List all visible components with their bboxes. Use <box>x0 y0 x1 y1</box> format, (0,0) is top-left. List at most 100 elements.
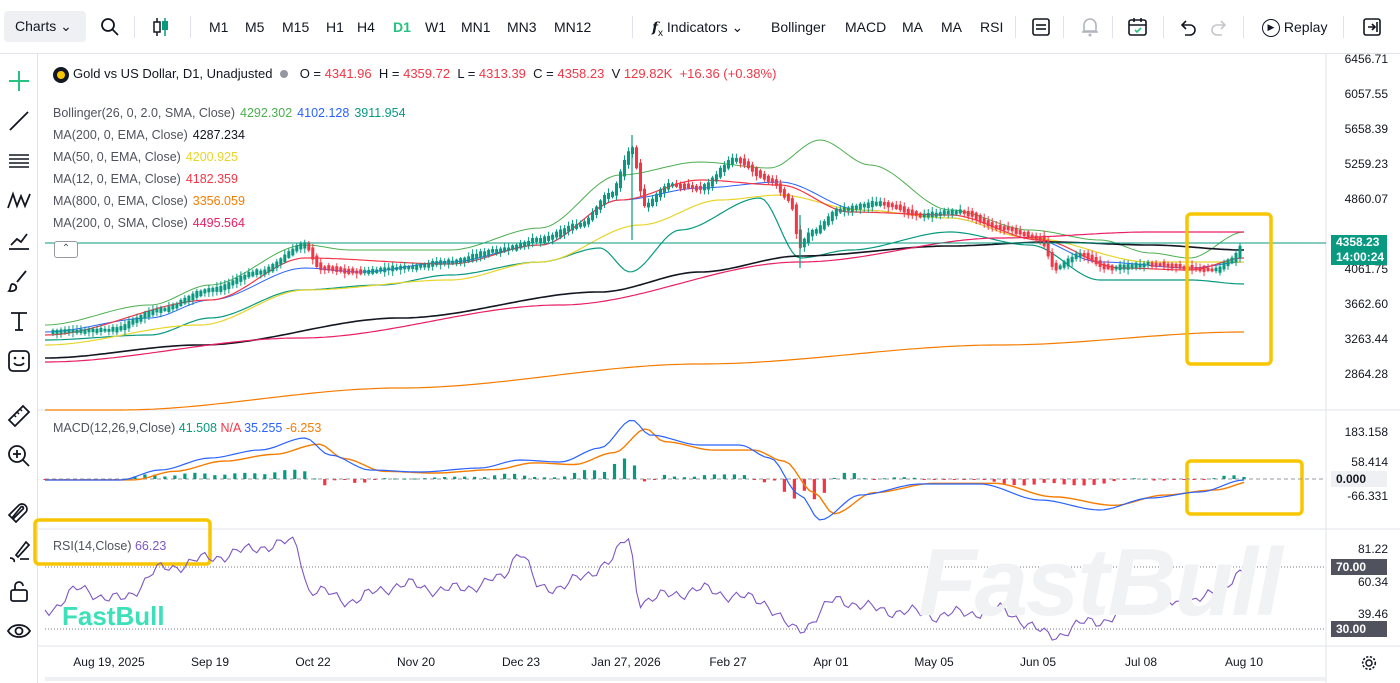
highlight-box-price <box>1185 212 1273 366</box>
macd-histogram-bar <box>782 479 786 492</box>
macd-zero-tag: 0.000 <box>1331 471 1387 487</box>
horizontal-lines-icon[interactable] <box>6 148 32 174</box>
macd-histogram-bar <box>922 479 926 480</box>
indicator-legend-row[interactable]: MA(50, 0, EMA, Close) 4200.925 <box>53 149 238 165</box>
candle-body <box>718 167 722 178</box>
macd-histogram-bar <box>1182 479 1186 480</box>
settings-gear-icon[interactable] <box>1361 655 1377 671</box>
timeframe-mn1[interactable]: MN1 <box>461 19 491 35</box>
candle-body <box>874 201 878 206</box>
brush-icon[interactable] <box>6 268 32 294</box>
candle-body <box>483 251 487 257</box>
forecast-icon[interactable] <box>6 228 32 254</box>
candle-body <box>902 206 906 213</box>
redo-icon[interactable] <box>1209 17 1229 37</box>
candle-body <box>419 264 423 268</box>
candle-body <box>95 328 99 334</box>
ruler-icon[interactable] <box>6 403 32 429</box>
charts-menu-button[interactable]: Charts ⌄ <box>4 11 86 42</box>
candle-body <box>103 328 107 332</box>
macd-histogram-bar <box>792 479 796 499</box>
rsi-axis-label: 39.46 <box>1357 607 1388 621</box>
timeframe-m15[interactable]: M15 <box>282 19 310 35</box>
divider <box>1015 16 1016 38</box>
price-axis-label: 3662.60 <box>1344 297 1388 311</box>
exit-fullscreen-icon[interactable] <box>1362 17 1382 37</box>
candle-body <box>858 203 862 210</box>
search-icon[interactable] <box>100 17 120 37</box>
macd-histogram-bar <box>213 475 217 479</box>
macd-signal-line <box>45 428 1245 515</box>
candle-body <box>511 245 515 250</box>
replay-button[interactable]: ▶ Replay <box>1262 13 1327 41</box>
emoji-icon[interactable] <box>6 348 32 374</box>
quick-indicator-rsi[interactable]: RSI <box>980 19 1004 35</box>
indicator-name: MA(800, 0, EMA, Close) <box>53 194 188 208</box>
candle-body <box>1198 267 1202 272</box>
candle-body <box>175 303 179 309</box>
timeframe-h4[interactable]: H4 <box>357 19 375 35</box>
timeframe-d1[interactable]: D1 <box>393 19 411 35</box>
timeframe-m1[interactable]: M1 <box>209 19 229 35</box>
lock-icon[interactable] <box>6 578 32 604</box>
indicator-legend-row[interactable]: MA(12, 0, EMA, Close) 4182.359 <box>53 171 238 187</box>
undo-icon[interactable] <box>1178 17 1198 37</box>
text-icon[interactable] <box>6 308 32 334</box>
indicator-legend-row[interactable]: Bollinger(26, 0, 2.0, SMA, Close) 4292.30… <box>53 105 406 121</box>
templates-icon[interactable] <box>1031 17 1051 37</box>
macd-histogram-bar <box>1092 479 1096 485</box>
candle-body <box>794 204 798 234</box>
candle-body <box>978 214 982 223</box>
rsi-line <box>44 536 1245 641</box>
timeframe-mn12[interactable]: MN12 <box>554 19 592 35</box>
quick-indicator-bollinger[interactable]: Bollinger <box>771 19 826 35</box>
candle-body <box>387 267 391 271</box>
candle-body <box>331 266 335 272</box>
candle-body <box>1034 235 1038 241</box>
macd-histogram-bar <box>992 479 996 482</box>
alert-icon[interactable] <box>1080 16 1100 38</box>
macd-histogram-bar <box>223 474 227 479</box>
eye-icon[interactable] <box>6 618 32 644</box>
crosshair-icon[interactable] <box>6 68 32 94</box>
timeframe-w1[interactable]: W1 <box>425 19 446 35</box>
candle-body <box>770 178 774 184</box>
collapse-legend-button[interactable]: ⌃ <box>54 241 78 258</box>
macd-histogram-bar <box>353 479 357 483</box>
candle-body <box>443 260 447 265</box>
erase-drawings-icon[interactable] <box>6 538 32 564</box>
indicator-legend-row[interactable]: MA(200, 0, SMA, Close) 4495.564 <box>53 215 245 231</box>
indicator-name: MA(200, 0, EMA, Close) <box>53 128 188 142</box>
macd-histogram-bar <box>762 479 766 483</box>
candle-type-icon[interactable] <box>150 16 172 38</box>
indicator-legend-row[interactable]: MA(800, 0, EMA, Close) 3356.059 <box>53 193 245 209</box>
quick-indicator-macd[interactable]: MACD <box>845 19 887 35</box>
divider <box>1243 16 1244 38</box>
candle-body <box>710 177 714 187</box>
candle-body <box>243 274 247 280</box>
magnet-icon[interactable] <box>6 498 32 524</box>
indicator-legend-row[interactable]: MA(200, 0, EMA, Close) 4287.234 <box>53 127 245 143</box>
trend-line-icon[interactable] <box>6 108 32 134</box>
calendar-icon[interactable] <box>1127 16 1149 38</box>
timeframe-m5[interactable]: M5 <box>245 19 265 35</box>
quick-indicator-ma-2[interactable]: MA <box>941 19 962 35</box>
candle-body <box>535 237 539 242</box>
close-label: C <box>533 66 543 81</box>
candle-body <box>135 317 139 324</box>
quick-indicator-ma[interactable]: MA <box>902 19 923 35</box>
rsi-axis-label: 60.34 <box>1357 575 1388 589</box>
candle-body <box>151 309 155 316</box>
macd-histogram-bar <box>473 476 477 479</box>
timeframe-h1[interactable]: H1 <box>326 19 344 35</box>
candle-body <box>191 293 195 301</box>
timeframe-mn3[interactable]: MN3 <box>507 19 537 35</box>
macd-histogram-bar <box>692 476 697 479</box>
candle-body <box>758 170 762 178</box>
pattern-icon[interactable] <box>6 188 32 214</box>
indicators-button[interactable]: fx Indicators ⌄ <box>652 19 744 39</box>
zoom-in-icon[interactable] <box>6 443 32 469</box>
macd-histogram-bar <box>1152 479 1156 481</box>
candle-body <box>63 329 67 333</box>
